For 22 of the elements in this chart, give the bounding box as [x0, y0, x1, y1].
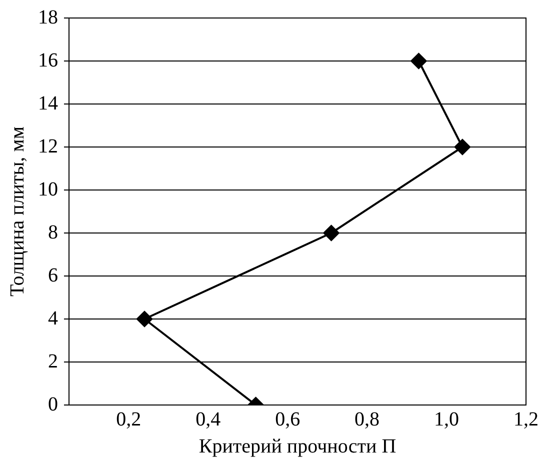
y-axis-title: Толщина плиты, мм — [6, 126, 28, 296]
x-tick-label: 0,4 — [196, 408, 221, 430]
y-tick-label: 0 — [48, 393, 58, 416]
y-tick-label: 8 — [48, 221, 58, 244]
y-tick-label: 6 — [48, 264, 58, 286]
y-tick-label: 4 — [48, 307, 58, 330]
x-tick-label: 1,2 — [514, 408, 538, 430]
x-tick-label: 0,6 — [275, 408, 300, 430]
point — [454, 139, 470, 155]
point — [323, 225, 340, 241]
y-tick-label: 10 — [38, 178, 58, 200]
point — [136, 311, 153, 327]
x-tick-label: 0,2 — [116, 408, 142, 430]
y-tick-label: 18 — [38, 6, 58, 28]
point — [410, 53, 427, 69]
x-axis-title: Критерий прочности П — [198, 435, 396, 458]
y-tick-label: 2 — [48, 350, 58, 372]
x-tick-label: 0,8 — [354, 408, 380, 430]
y-tick-label: 16 — [38, 49, 58, 72]
y-tick-label: 12 — [38, 135, 58, 158]
y-tick-label: 14 — [38, 92, 58, 114]
x-tick-label: 1,0 — [434, 408, 460, 430]
